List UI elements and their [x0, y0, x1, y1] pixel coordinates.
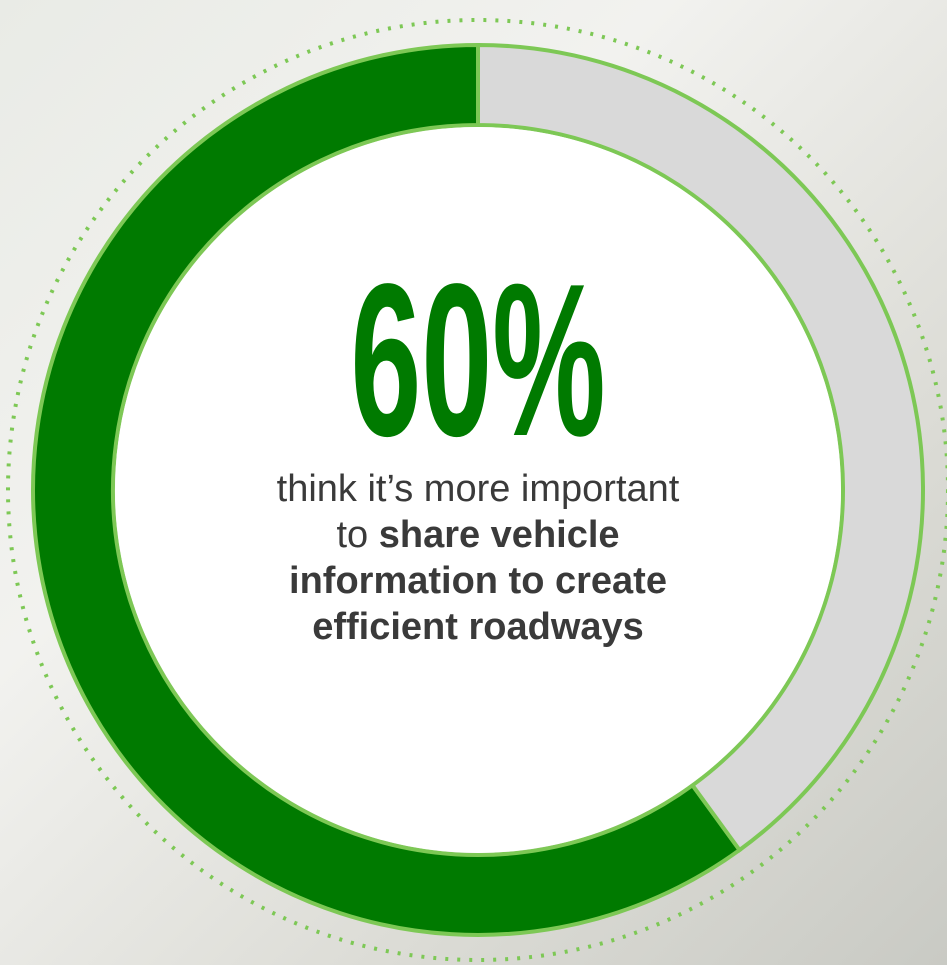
caption: think it’s more important to share vehic…	[258, 466, 698, 650]
big-value-label: 60%	[350, 239, 605, 482]
infographic: 60% think it’s more important to share v…	[0, 0, 947, 965]
